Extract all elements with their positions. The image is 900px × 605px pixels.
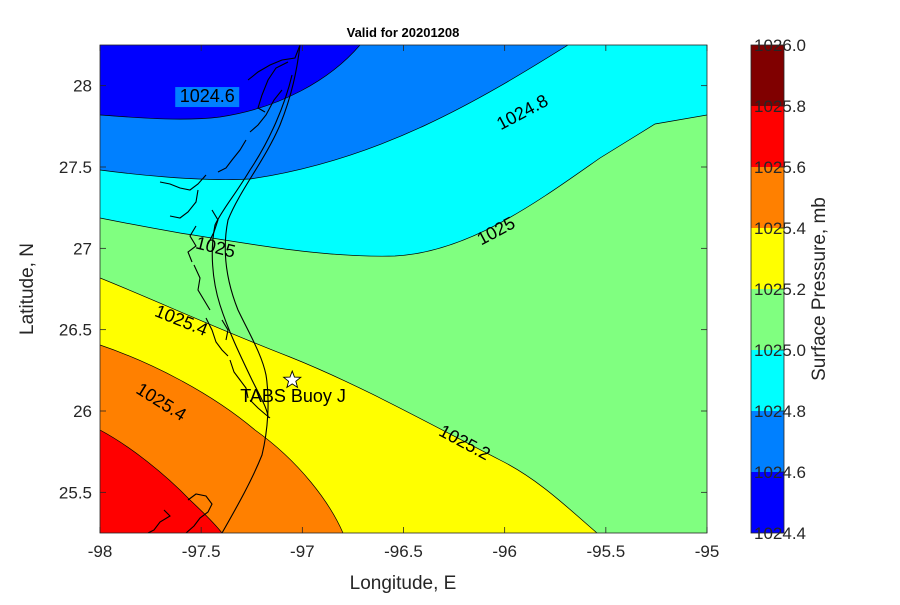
y-tick-label: 27 bbox=[73, 239, 92, 258]
colorbar-tick-label: 1025.4 bbox=[754, 219, 806, 238]
y-axis: 25.5 26 26.5 27 27.5 28 bbox=[59, 77, 707, 502]
colorbar-ticks: 1024.4 1024.6 1024.8 1025.0 1025.2 1025.4 1025… bbox=[754, 36, 806, 543]
y-axis-label: Latitude, N bbox=[17, 243, 38, 335]
colorbar-segment bbox=[751, 350, 784, 411]
colorbar-segment bbox=[751, 228, 784, 289]
band-1024-4-to-1024-6 bbox=[100, 45, 360, 120]
x-tick-label: -96 bbox=[492, 542, 517, 561]
colorbar-tick-label: 1025.6 bbox=[754, 158, 806, 177]
contour-label: 1024.6 bbox=[180, 86, 235, 106]
buoy-marker: TABS Buoy J bbox=[240, 369, 346, 406]
x-axis-label: Longitude, E bbox=[350, 573, 457, 594]
plot-area: 1024.6 1024.8 1025 1025 1025.4 1025.2 10… bbox=[100, 45, 707, 533]
y-tick-label: 25.5 bbox=[59, 483, 92, 502]
x-tick-label: -95 bbox=[695, 542, 720, 561]
colorbar-tick-label: 1024.4 bbox=[754, 524, 806, 543]
x-tick-label: -95.5 bbox=[586, 542, 625, 561]
colorbar-tick-label: 1024.8 bbox=[754, 402, 806, 421]
x-tick-label: -97 bbox=[290, 542, 315, 561]
colorbar-segment bbox=[751, 167, 784, 228]
y-tick-label: 27.5 bbox=[59, 158, 92, 177]
star-icon bbox=[282, 369, 302, 389]
x-tick-label: -98 bbox=[88, 542, 113, 561]
x-tick-label: -96.5 bbox=[384, 542, 423, 561]
x-tick-label: -97.5 bbox=[182, 542, 221, 561]
contour-lines bbox=[100, 45, 707, 533]
buoy-label: TABS Buoy J bbox=[240, 386, 346, 406]
band-1025-6-to-1025-8 bbox=[100, 430, 222, 533]
coastline bbox=[147, 45, 301, 533]
colorbar-tick-label: 1024.6 bbox=[754, 463, 806, 482]
colorbar-label: Surface Pressure, mb bbox=[809, 197, 830, 381]
figure-title: Valid for 20201208 bbox=[347, 25, 460, 40]
colorbar-tick-label: 1025.0 bbox=[754, 341, 806, 360]
colorbar-segment bbox=[751, 45, 784, 106]
colorbar-segment bbox=[751, 472, 784, 533]
x-axis: -98 -97.5 -97 -96.5 -96 -95.5 -95 bbox=[88, 45, 720, 561]
colorbar-tick-label: 1025.2 bbox=[754, 280, 806, 299]
colorbar-tick-label: 1026.0 bbox=[754, 36, 806, 55]
colorbar-segment bbox=[751, 289, 784, 350]
colorbar-segment bbox=[751, 106, 784, 167]
y-tick-label: 26.5 bbox=[59, 321, 92, 340]
y-tick-label: 26 bbox=[73, 402, 92, 421]
colorbar-segment bbox=[751, 411, 784, 472]
y-tick-label: 28 bbox=[73, 77, 92, 96]
colorbar bbox=[750, 44, 785, 534]
colorbar-tick-label: 1025.8 bbox=[754, 97, 806, 116]
